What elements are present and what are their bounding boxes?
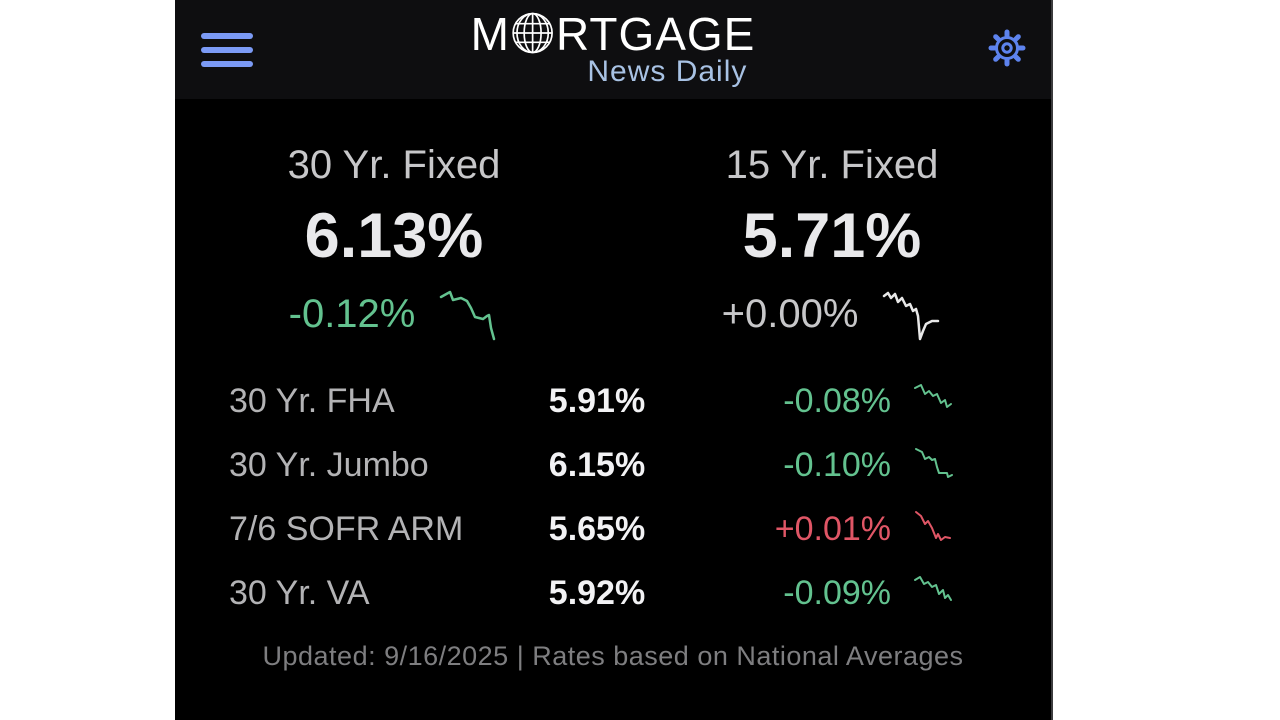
rate-change-row: -0.12% [175,283,613,345]
table-row-30yr-fha[interactable]: 30 Yr. FHA 5.91% -0.08% [229,369,955,433]
row-rate: 5.91% [548,381,646,420]
gear-icon[interactable] [983,24,1031,75]
sparkline-chart [911,571,955,615]
featured-rates: 30 Yr. Fixed 6.13% -0.12% 15 Yr. Fixed 5… [175,141,1051,345]
rate-value: 5.71% [742,201,922,271]
row-change: +0.01% [774,509,891,548]
rate-label: 15 Yr. Fixed [725,143,939,187]
sparkline-chart [911,379,955,423]
menu-bar [201,60,253,67]
sparkline-path [914,384,952,408]
row-change: -0.08% [783,381,891,420]
menu-bar [201,32,253,39]
globe-icon [512,12,554,53]
row-change: -0.09% [783,573,891,612]
sparkline-path [914,576,952,601]
table-row-30yr-jumbo[interactable]: 30 Yr. Jumbo 6.15% -0.10% [229,433,955,497]
mortgage-news-daily-app: M RTGAGE News Daily [175,0,1053,720]
row-label: 30 Yr. VA [229,573,370,612]
sparkline-chart [440,290,496,341]
row-change: -0.10% [783,445,891,484]
logo-word-part2: RTGAGE [555,7,756,60]
rate-label: 30 Yr. Fixed [287,143,501,187]
sparkline-chart [911,443,955,487]
featured-rate-15yr-fixed[interactable]: 15 Yr. Fixed 5.71% +0.00% [613,141,1051,345]
sparkline-path [915,511,951,541]
rates-table: 30 Yr. FHA 5.91% -0.08% 30 Yr. Jumbo 6.1… [175,369,1051,625]
row-rate: 5.92% [548,573,646,612]
rate-change: -0.12% [288,291,416,336]
updated-status-text: Updated: 9/16/2025 | Rates based on Nati… [262,641,964,671]
app-header: M RTGAGE News Daily [175,0,1051,99]
logo-subtitle: News Daily [587,54,748,88]
table-row-30yr-va[interactable]: 30 Yr. VA 5.92% -0.09% [229,561,955,625]
app-logo: M RTGAGE News Daily [471,11,756,89]
hamburger-menu-icon[interactable] [195,19,259,81]
rate-change: +0.00% [721,291,859,336]
row-rate: 5.65% [548,509,646,548]
sparkline-chart [883,291,940,341]
row-label: 30 Yr. FHA [229,381,395,420]
featured-rate-30yr-fixed[interactable]: 30 Yr. Fixed 6.13% -0.12% [175,141,613,345]
row-label: 7/6 SOFR ARM [229,509,464,548]
logo-word-part1: M [470,7,510,60]
menu-bar [201,46,253,53]
row-rate: 6.15% [548,445,646,484]
logo-wordmark: M RTGAGE [471,11,756,57]
sparkline-path [915,448,953,478]
row-label: 30 Yr. Jumbo [229,445,429,484]
sparkline-chart [911,507,955,551]
rate-value: 6.13% [304,201,484,271]
rate-change-row: +0.00% [613,283,1051,345]
sparkline-path [883,291,940,341]
sparkline-path [440,290,496,341]
table-row-76-sofr-arm[interactable]: 7/6 SOFR ARM 5.65% +0.01% [229,497,955,561]
